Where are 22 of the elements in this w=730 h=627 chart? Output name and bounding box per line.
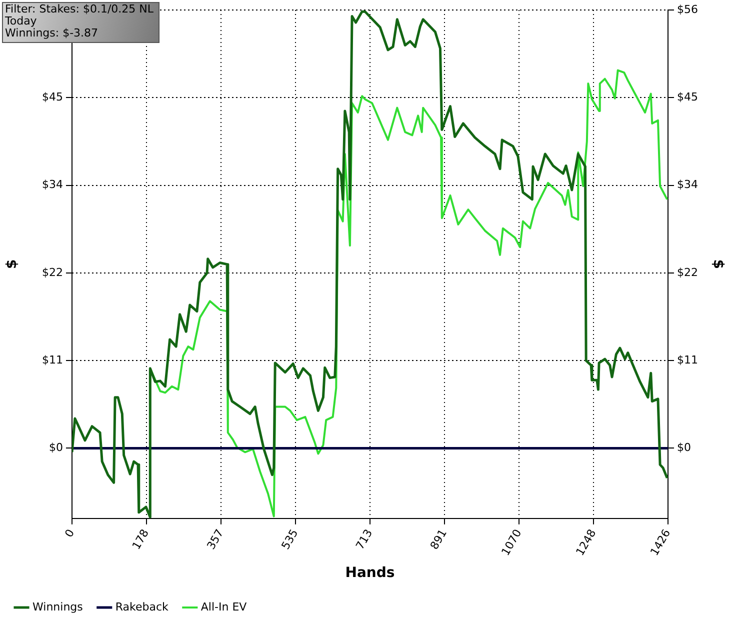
- y-tick-label: $11: [42, 353, 63, 366]
- y2-tick-label: $56: [677, 2, 698, 16]
- y-axis-title: $: [4, 259, 20, 270]
- annotation: Filter: Stakes: $0.1/0.25 NL: [5, 2, 154, 16]
- y2-tick-label: $45: [677, 90, 698, 104]
- y-tick-label: $0: [49, 441, 63, 454]
- y2-tick-label: $0: [677, 441, 691, 454]
- x-axis-title: Hands: [345, 565, 395, 582]
- y2-tick-label: $22: [677, 266, 698, 279]
- legend-label: Winnings: [32, 600, 84, 614]
- y-tick-label: $45: [42, 90, 63, 104]
- text: Today: [4, 14, 38, 28]
- y-tick-label: $22: [42, 266, 63, 279]
- y2-axis-title: $: [710, 259, 726, 270]
- x-tick-label: 0: [62, 527, 78, 540]
- legend-label: Rakeback: [115, 600, 170, 614]
- annotation: Winnings: $-3.87: [5, 26, 98, 40]
- x-tick-label: 891: [428, 527, 450, 552]
- y-tick-label: $34: [42, 178, 63, 192]
- y2-tick-label: $34: [677, 178, 698, 192]
- legend-label: All-In EV: [200, 600, 248, 614]
- y2-tick-label: $11: [677, 353, 698, 366]
